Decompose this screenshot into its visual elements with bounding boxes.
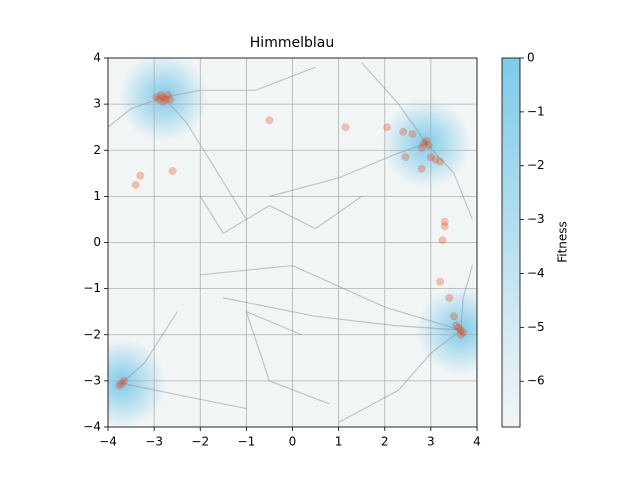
trajectories [108,62,473,423]
colorbar-tick-label: −5 [527,320,545,334]
point [417,164,426,173]
chart-title: Himmelblau [250,35,334,51]
colorbar-tick-label: −6 [527,374,545,388]
point [440,222,449,231]
point [445,293,454,302]
x-tick-label: 2 [381,435,389,449]
heatmap-peak [108,338,167,427]
point [417,143,426,152]
y-tick-label: 2 [93,143,101,157]
x-tick-label: 0 [289,435,297,449]
heatmap-peak [381,98,472,189]
trajectory [200,264,462,331]
heatmap-peak [118,58,209,143]
trajectory [199,195,363,235]
point [120,376,129,385]
point [440,217,449,226]
point [426,153,435,162]
colorbar-tick-label: −2 [527,158,545,172]
point [168,167,177,176]
point [424,141,433,150]
point [438,236,447,245]
y-tick-label: −3 [83,373,101,387]
point [161,95,170,104]
x-tick-label: 1 [335,435,343,449]
trajectory [460,265,473,331]
y-tick-label: 0 [93,235,101,249]
point [265,116,274,125]
colorbar-label: Fitness [556,221,570,263]
point [419,139,428,148]
point [115,381,124,390]
point [452,321,461,330]
y-tick-label: 1 [93,189,101,203]
point [454,323,463,332]
y-tick-label: 3 [93,97,101,111]
point [163,90,172,99]
point [117,379,126,388]
point [401,153,410,162]
trajectory [223,297,461,331]
x-tick-label: 4 [473,435,481,449]
point [159,93,168,102]
point [431,155,440,164]
point [154,95,163,104]
colorbar-tick-label: 0 [527,51,535,65]
trajectory [245,310,330,405]
point [157,90,166,99]
point [341,123,350,132]
trajectory [121,311,178,384]
y-tick-label: −1 [83,281,101,295]
y-tick-label: −4 [83,420,101,434]
trajectory [108,96,164,128]
point [152,93,161,102]
point [436,157,445,166]
colorbar-tick-label: −4 [527,266,545,280]
colorbar [501,57,521,428]
y-tick-label: −2 [83,327,101,341]
point [136,171,145,180]
heatmap [108,58,477,427]
trajectory [162,96,247,220]
trajectory [425,142,473,220]
point [459,328,468,337]
point [166,95,175,104]
point [456,326,465,335]
colorbar-tick-label: −1 [527,104,545,118]
point [131,180,140,189]
x-tick-label: 3 [427,435,435,449]
point [449,312,458,321]
x-tick-label: −2 [191,435,209,449]
trajectory [338,329,462,423]
point [408,130,417,139]
point [436,277,445,286]
point [399,127,408,136]
point [383,123,392,132]
colorbar-tick-label: −3 [527,212,545,226]
trajectory [269,142,427,197]
y-tick-label: 4 [93,51,101,65]
trajectory [361,62,427,144]
x-tick-label: −4 [99,435,117,449]
point [159,97,168,106]
x-tick-label: −3 [145,435,163,449]
point [456,330,465,339]
point [422,137,431,146]
trajectory [121,382,247,410]
axes-frame [107,57,478,428]
trajectory [163,66,316,98]
x-tick-label: −1 [238,435,256,449]
